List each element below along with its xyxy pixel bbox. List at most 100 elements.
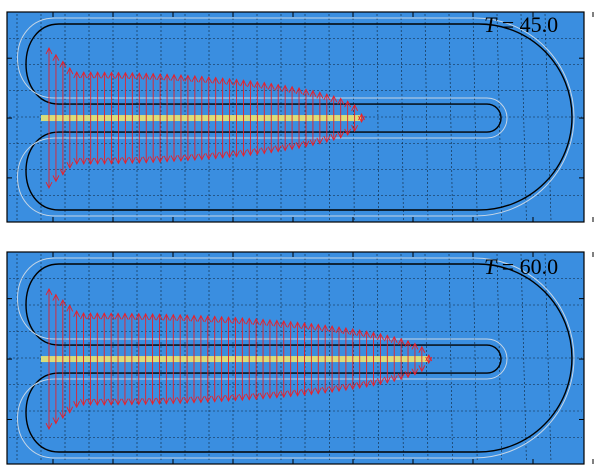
displacement-arrowhead bbox=[342, 384, 350, 392]
displacement-arrowhead bbox=[323, 135, 331, 144]
panel-frame bbox=[6, 251, 585, 465]
displacement-arrowhead bbox=[302, 88, 310, 96]
displacement-arrowhead bbox=[295, 86, 303, 95]
displacement-arrowhead bbox=[280, 319, 288, 328]
displacement-arrowhead bbox=[205, 152, 213, 161]
displacement-arrowhead bbox=[247, 149, 254, 157]
displacement-arrowhead bbox=[212, 76, 220, 84]
inner-boundary bbox=[17, 257, 575, 459]
displacement-arrowhead bbox=[288, 143, 296, 151]
displacement-arrowhead bbox=[59, 60, 67, 68]
displacement-arrowhead bbox=[238, 394, 246, 402]
displacement-arrowhead bbox=[197, 314, 205, 322]
displacement-arrowhead bbox=[121, 312, 129, 320]
panel-bottom-time-value: = 60.0 bbox=[496, 254, 559, 279]
displacement-arrowhead bbox=[245, 393, 253, 401]
displacement-arrowhead bbox=[108, 157, 115, 165]
displacement-arrowhead bbox=[316, 91, 324, 99]
displacement-arrowhead bbox=[198, 75, 206, 83]
displacement-arrowhead bbox=[238, 316, 246, 325]
displacement-arrowhead bbox=[73, 401, 81, 409]
fracture-segment bbox=[41, 115, 362, 122]
displacement-arrowhead bbox=[252, 317, 260, 326]
displacement-arrowhead bbox=[128, 312, 136, 320]
displacement-arrowhead bbox=[356, 381, 364, 390]
displacement-arrowhead bbox=[274, 83, 282, 91]
displacement-arrowhead bbox=[128, 398, 136, 406]
displacement-arrowhead bbox=[218, 395, 226, 403]
displacement-arrowhead bbox=[266, 318, 274, 327]
displacement-arrowhead bbox=[66, 161, 74, 170]
displacement-arrowhead bbox=[219, 77, 227, 85]
displacement-arrowhead bbox=[219, 151, 227, 160]
displacement-arrowhead bbox=[162, 397, 170, 405]
displacement-arrowhead bbox=[128, 156, 136, 165]
panel-top-time-value: = 45.0 bbox=[496, 12, 559, 37]
panel-bottom-time-label: T = 60.0 bbox=[484, 256, 558, 278]
displacement-arrowhead bbox=[211, 395, 219, 403]
displacement-arrowhead bbox=[358, 115, 365, 124]
displacement-arrowhead bbox=[418, 345, 426, 353]
displacement-arrowhead bbox=[142, 72, 150, 80]
displacement-arrowhead bbox=[349, 327, 357, 336]
displacement-arrowhead bbox=[204, 314, 212, 323]
displacement-arrowhead bbox=[260, 147, 268, 155]
displacement-arrowhead bbox=[73, 309, 81, 318]
displacement-arrowhead bbox=[370, 331, 377, 339]
fracture-segment bbox=[41, 356, 429, 363]
displacement-arrowhead bbox=[156, 313, 163, 321]
displacement-arrowhead bbox=[335, 325, 343, 334]
displacement-arrowhead bbox=[135, 398, 143, 406]
displacement-arrowhead bbox=[335, 384, 343, 393]
displacement-arrowhead bbox=[226, 151, 233, 159]
displacement-arrowhead bbox=[240, 149, 247, 157]
displacement-arrowhead bbox=[87, 312, 94, 320]
displacement-arrowhead bbox=[169, 313, 177, 321]
displacement-arrowhead bbox=[267, 82, 275, 90]
displacement-arrowhead bbox=[45, 181, 53, 190]
displacement-arrowhead bbox=[363, 380, 371, 388]
displacement-arrowhead bbox=[80, 157, 88, 166]
displacement-arrows bbox=[45, 288, 433, 431]
panel-top-time-var: T bbox=[484, 12, 497, 37]
displacement-arrowhead bbox=[252, 393, 260, 401]
displacement-arrowhead bbox=[233, 78, 240, 86]
panel-bottom-time-var: T bbox=[484, 254, 497, 279]
displacement-arrowhead bbox=[183, 314, 191, 322]
displacement-arrowhead bbox=[274, 145, 282, 153]
displacement-arrowhead bbox=[80, 71, 88, 79]
displacement-arrowhead bbox=[309, 139, 317, 147]
displacement-arrowhead bbox=[94, 157, 102, 165]
displacement-arrowhead bbox=[288, 85, 296, 93]
displacement-arrowhead bbox=[337, 97, 345, 105]
displacement-arrowhead bbox=[232, 316, 239, 324]
displacement-arrowhead bbox=[344, 128, 352, 136]
displacement-arrowhead bbox=[280, 390, 288, 399]
displacement-arrowhead bbox=[114, 312, 122, 320]
displacement-arrowhead bbox=[191, 153, 199, 162]
displacement-arrowhead bbox=[233, 150, 240, 158]
displacement-arrowhead bbox=[121, 71, 129, 79]
displacement-arrowhead bbox=[176, 397, 184, 405]
displacement-arrowhead bbox=[149, 72, 157, 80]
displacement-arrowhead bbox=[356, 328, 364, 337]
displacement-arrowhead bbox=[45, 422, 53, 431]
displacement-arrowhead bbox=[287, 320, 295, 328]
displacement-arrowhead bbox=[390, 335, 398, 344]
displacement-arrowhead bbox=[218, 315, 226, 323]
displacement-arrowhead bbox=[142, 312, 150, 321]
displacement-arrowhead bbox=[344, 100, 352, 108]
displacement-arrowhead bbox=[170, 155, 178, 163]
displacement-arrowhead bbox=[294, 389, 301, 397]
displacement-arrowhead bbox=[156, 155, 164, 164]
displacement-arrowhead bbox=[184, 74, 192, 82]
displacement-arrowhead bbox=[321, 324, 329, 332]
outer-boundary bbox=[25, 23, 573, 211]
displacement-arrowhead bbox=[425, 356, 433, 365]
displacement-arrowhead bbox=[301, 321, 308, 330]
displacement-arrowhead bbox=[273, 391, 281, 399]
displacement-arrowhead bbox=[52, 175, 60, 183]
displacement-arrowhead bbox=[177, 74, 185, 82]
displacement-arrowhead bbox=[363, 330, 371, 338]
displacement-arrowhead bbox=[135, 72, 143, 80]
